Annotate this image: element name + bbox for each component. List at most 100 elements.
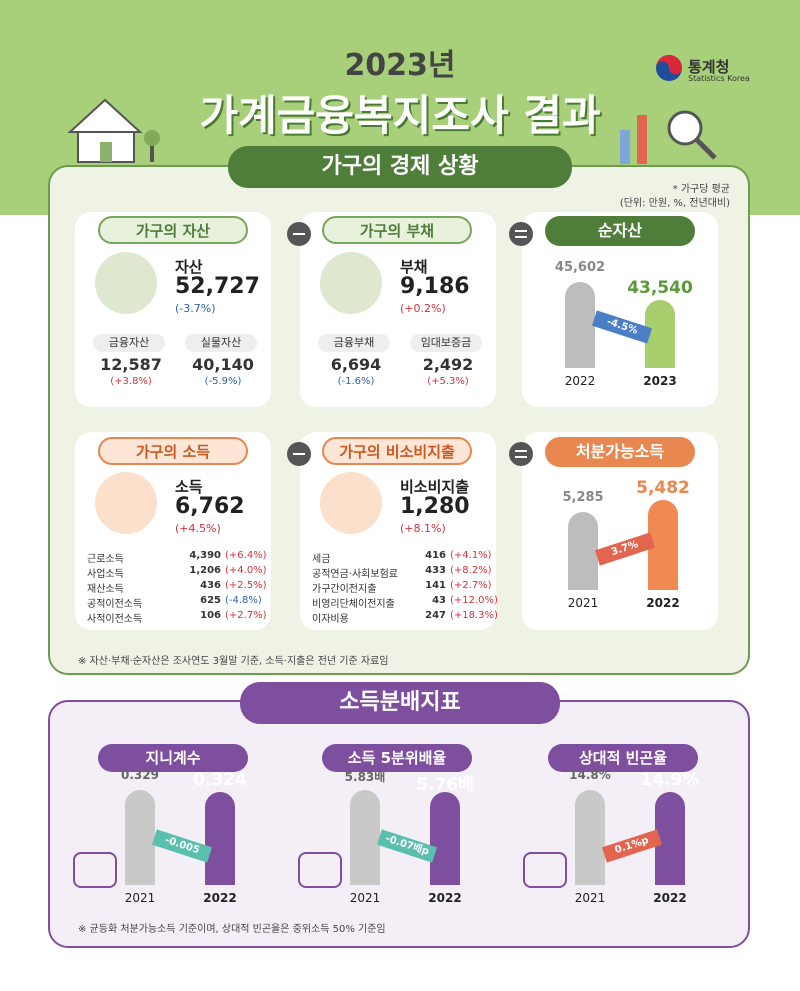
- item-value: 40,140: [192, 355, 254, 374]
- logo-mark: [656, 55, 682, 81]
- card: [300, 212, 496, 407]
- item-name: 세금: [312, 554, 331, 565]
- summary-label: 비소비지출: [400, 478, 470, 496]
- summary-value: 6,762: [175, 494, 245, 519]
- panel-tab: 소득 5분위배율: [322, 744, 472, 772]
- footnote: ※ 자산·부채·순자산은 조사연도 3월말 기준, 소득·지출은 전년 기준 자…: [78, 656, 389, 667]
- item-value: 436: [200, 580, 221, 591]
- icon-circle: [320, 252, 382, 314]
- item-value: 6,694: [330, 355, 382, 374]
- year-label: 2023: [643, 374, 677, 388]
- summary-value: 1,280: [400, 494, 470, 519]
- logo-sub: Statistics Korea: [688, 74, 750, 83]
- summary-value: 9,186: [400, 274, 470, 299]
- item-name: 금융부채: [318, 334, 390, 352]
- year-label: 2022: [646, 596, 680, 610]
- summary-change: (+4.5%): [175, 522, 221, 535]
- item-value: 625: [200, 595, 221, 606]
- year-label: 2022: [564, 374, 596, 388]
- section-title: 소득분배지표: [240, 682, 560, 724]
- icon-circle: [320, 472, 382, 534]
- item-value: 1,206: [189, 565, 221, 576]
- card-tab: 순자산: [545, 216, 695, 246]
- bar: [205, 792, 235, 885]
- growth-icon: [620, 110, 717, 164]
- item-change: (+2.7%): [450, 580, 492, 591]
- item-value: 141: [425, 580, 446, 591]
- item-change: (+4.0%): [225, 565, 267, 576]
- item-name: 공적연금·사회보험료: [312, 569, 398, 580]
- equals-sign: [509, 222, 533, 246]
- bar-value: 14.9%: [640, 770, 700, 790]
- year-label: 2021: [574, 891, 606, 905]
- bar: [575, 790, 605, 885]
- bar-value: 5.76배: [416, 775, 474, 795]
- item-value: 43: [432, 595, 446, 606]
- summary-change: (+0.2%): [400, 302, 446, 315]
- card: [300, 432, 496, 630]
- item-name: 금융자산: [93, 334, 165, 352]
- bar-value: 0.324: [193, 770, 247, 790]
- house-icon: [67, 98, 160, 163]
- item-change: (-4.8%): [225, 595, 262, 606]
- item-change: (+6.4%): [225, 550, 267, 561]
- item-value: 416: [425, 550, 446, 561]
- summary-change: (-3.7%): [175, 302, 216, 315]
- logo-name: 통계청: [688, 58, 730, 76]
- item-change: (-5.9%): [204, 376, 242, 387]
- item-change: (+2.7%): [225, 610, 267, 621]
- panel-tab: 지니계수: [98, 744, 248, 772]
- item-change: (+18.3%): [450, 610, 498, 621]
- item-name: 임대보증금: [410, 334, 482, 352]
- item-name: 사적이전소득: [87, 614, 143, 625]
- item-change: (+12.0%): [450, 595, 498, 606]
- summary-label: 부채: [400, 258, 428, 276]
- item-name: 재산소득: [87, 584, 124, 595]
- item-value: 433: [425, 565, 446, 576]
- bar-value: 0.329: [121, 768, 159, 782]
- item-name: 근로소득: [87, 554, 124, 565]
- year-label: 2021: [124, 891, 156, 905]
- minus-sign: [287, 222, 311, 246]
- year-label: 2022: [428, 891, 462, 905]
- card: [75, 432, 271, 630]
- bar: [430, 792, 460, 885]
- bar-value: 14.8%: [569, 768, 611, 782]
- card-tab: 가구의 자산: [98, 216, 248, 244]
- summary-label: 소득: [175, 478, 203, 496]
- item-name: 공적이전소득: [87, 599, 143, 610]
- item-name: 이자비용: [312, 614, 349, 625]
- card: [75, 212, 271, 407]
- item-change: (+4.1%): [450, 550, 492, 561]
- card-tab: 가구의 소득: [98, 437, 248, 465]
- year-label: 2021: [567, 596, 599, 610]
- equals-sign: [509, 442, 533, 466]
- bar: [350, 790, 380, 885]
- summary-value: 52,727: [175, 274, 260, 299]
- item-value: 4,390: [189, 550, 221, 561]
- bar-value: 5,482: [636, 478, 690, 498]
- panel-tab: 상대적 빈곤율: [548, 744, 698, 772]
- item-value: 106: [200, 610, 221, 621]
- item-change: (+8.2%): [450, 565, 492, 576]
- summary-change: (+8.1%): [400, 522, 446, 535]
- year-label: 2021: [349, 891, 381, 905]
- item-change: (-1.6%): [337, 376, 375, 387]
- item-value: 247: [425, 610, 446, 621]
- summary-label: 자산: [175, 258, 203, 276]
- year-label: 2022: [203, 891, 237, 905]
- bar-value: 45,602: [554, 260, 606, 275]
- footnote: ※ 균등화 처분가능소득 기준이며, 상대적 빈곤율은 중위소득 50% 기준임: [78, 924, 386, 935]
- item-change: (+5.3%): [427, 376, 469, 387]
- icon-circle: [95, 252, 157, 314]
- item-name: 가구간이전지출: [312, 584, 377, 595]
- year-title: 2023년: [344, 48, 456, 83]
- minus-sign: [287, 442, 311, 466]
- bar-value: 5.83배: [344, 770, 386, 784]
- section-title: 가구의 경제 상황: [228, 146, 572, 188]
- card-tab: 가구의 부채: [322, 216, 472, 244]
- unit-note: * 가구당 평균: [672, 184, 730, 195]
- unit-note: (단위: 만원, %, 전년대비): [619, 198, 730, 209]
- bar-value: 5,285: [562, 490, 604, 505]
- bar: [568, 512, 598, 590]
